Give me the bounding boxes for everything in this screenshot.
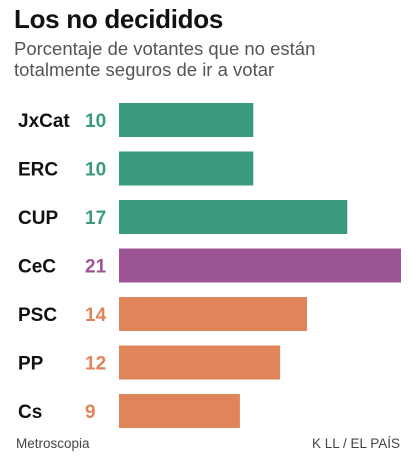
bar-cup [119, 200, 348, 234]
bars-layer: JxCat 10 ERC 10 CUP 17 CeC 21 PSC 14 PP 12 Cs 9 [18, 103, 401, 428]
bar-erc [119, 151, 254, 186]
value-label-pp: 12 [85, 354, 106, 375]
chart-subtitle: Porcentaje de votantes que no están tota… [14, 38, 316, 80]
value-label-psc: 14 [85, 305, 107, 326]
value-label-cup: 17 [85, 208, 106, 229]
bar-chart: JxCat 10 ERC 10 CUP 17 CeC 21 PSC 14 PP 12 Cs 9 [18, 103, 401, 428]
category-label-cs: Cs [18, 402, 42, 423]
value-label-jxcat: 10 [85, 111, 106, 132]
value-label-erc: 10 [85, 160, 106, 181]
bar-jxcat [119, 103, 254, 137]
category-label-erc: ERC [18, 160, 58, 181]
value-label-cec: 21 [85, 257, 107, 278]
category-label-cec: CeC [18, 257, 56, 278]
category-label-pp: PP [18, 354, 44, 375]
value-label-cs: 9 [85, 402, 96, 423]
source-label: Metroscopia [16, 436, 90, 451]
category-label-cup: CUP [18, 208, 58, 229]
credit-label: K LL / EL PAÍS [311, 436, 400, 451]
category-label-jxcat: JxCat [18, 111, 70, 132]
bar-cs [119, 394, 240, 428]
bar-pp [119, 345, 281, 380]
bar-psc [119, 297, 307, 331]
chart-title: Los no decididos [14, 4, 223, 34]
bar-cec [119, 248, 401, 283]
category-label-psc: PSC [18, 305, 57, 326]
